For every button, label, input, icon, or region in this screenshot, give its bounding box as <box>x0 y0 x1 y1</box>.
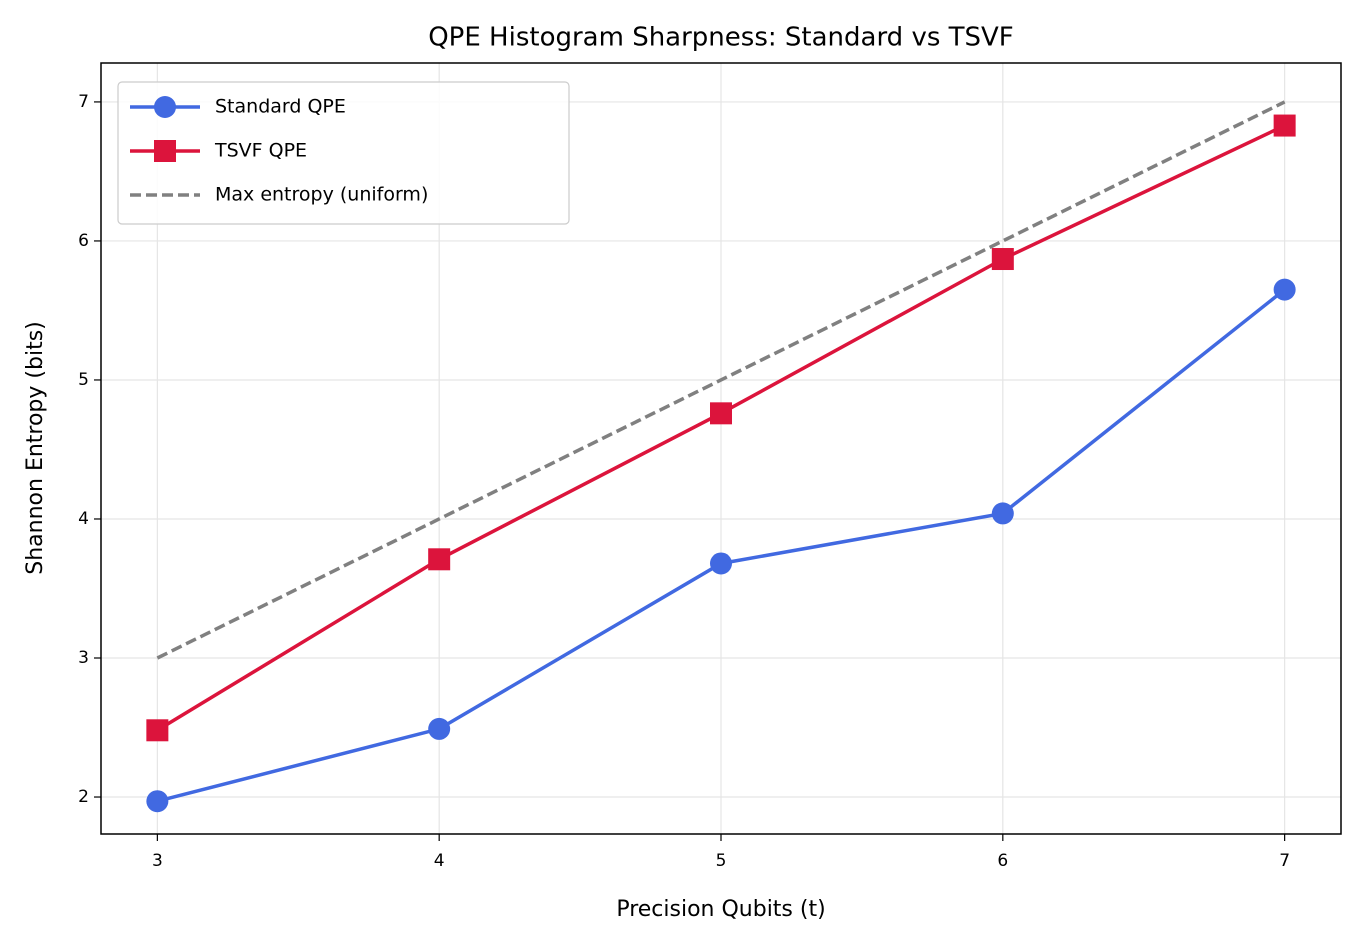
data-point <box>146 719 169 742</box>
data-point <box>710 402 732 425</box>
x-tick-label: 6 <box>997 851 1008 871</box>
data-point <box>1273 114 1296 137</box>
series-line <box>156 100 1286 660</box>
y-axis-label: Shannon Entropy (bits) <box>23 321 48 574</box>
plot-frame <box>100 62 1342 835</box>
y-tick-label: 6 <box>78 231 89 251</box>
x-tick-label: 4 <box>434 851 445 871</box>
x-axis-label: Precision Qubits (t) <box>616 897 825 922</box>
data-point <box>1273 278 1296 301</box>
chart-title: QPE Histogram Sharpness: Standard vs TSV… <box>428 23 1014 53</box>
legend-label: TSVF QPE <box>214 140 307 162</box>
x-tick-label: 7 <box>1279 851 1290 871</box>
y-tick-label: 4 <box>78 509 89 529</box>
legend-label: Max entropy (uniform) <box>215 184 428 206</box>
data-point <box>428 548 451 571</box>
legend-marker <box>154 140 176 162</box>
legend-box <box>117 81 570 225</box>
y-tick-label: 3 <box>78 648 89 668</box>
legend: Standard QPE TSVF QPE Max entropy (uniform… <box>117 81 570 225</box>
y-tick-label: 5 <box>78 370 89 390</box>
data-point <box>428 717 451 740</box>
data-point <box>146 790 169 813</box>
data-point <box>991 502 1014 525</box>
legend-marker <box>154 96 176 118</box>
data-point <box>991 248 1014 271</box>
x-tick-label: 5 <box>716 851 727 871</box>
data-point <box>710 552 732 575</box>
y-tick-label: 7 <box>78 92 89 112</box>
x-tick-label: 3 <box>152 851 163 871</box>
legend-label: Standard QPE <box>215 96 346 118</box>
y-tick-label: 2 <box>78 787 89 807</box>
